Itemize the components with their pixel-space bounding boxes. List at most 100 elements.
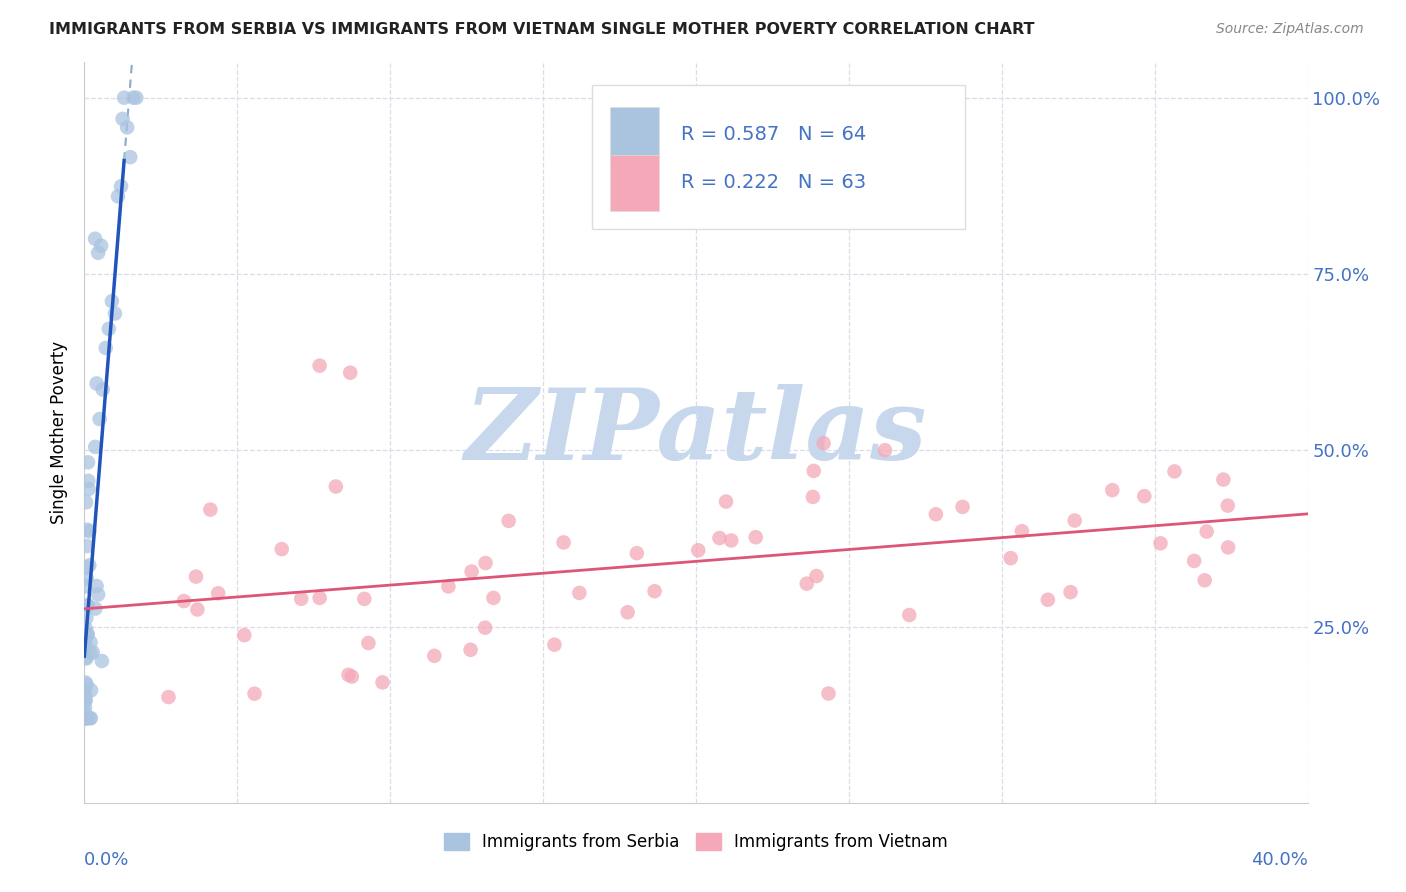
Point	[125, 91, 148, 105]
Point	[626, 546, 648, 560]
Point	[1000, 551, 1022, 566]
Point	[82, 645, 104, 659]
Text: Source: ZipAtlas.com: Source: ZipAtlas.com	[1216, 22, 1364, 37]
Point	[813, 436, 835, 450]
Point	[1036, 592, 1059, 607]
Point	[1216, 499, 1239, 513]
Point	[73, 711, 96, 725]
Point	[186, 602, 208, 616]
Point	[1133, 489, 1156, 503]
Point	[122, 91, 145, 105]
Text: IMMIGRANTS FROM SERBIA VS IMMIGRANTS FROM VIETNAM SINGLE MOTHER POVERTY CORRELAT: IMMIGRANTS FROM SERBIA VS IMMIGRANTS FRO…	[49, 22, 1035, 37]
Point	[86, 376, 108, 391]
Point	[76, 627, 98, 641]
Point	[75, 611, 97, 625]
Point	[94, 341, 117, 355]
Point	[76, 678, 98, 692]
Point	[75, 711, 97, 725]
Point	[1195, 524, 1218, 539]
Point	[111, 112, 134, 126]
Point	[474, 556, 496, 570]
Point	[308, 359, 330, 373]
Point	[1059, 585, 1081, 599]
Point	[115, 120, 138, 135]
Point	[340, 669, 363, 683]
Point	[568, 586, 591, 600]
Point	[243, 687, 266, 701]
Point	[200, 502, 222, 516]
Point	[75, 495, 97, 509]
Point	[75, 579, 97, 593]
Point	[720, 533, 742, 548]
Point	[745, 530, 768, 544]
Point	[1149, 536, 1171, 550]
Point	[803, 464, 825, 478]
Point	[75, 640, 97, 655]
Point	[1182, 554, 1205, 568]
Point	[76, 711, 98, 725]
Point	[817, 686, 839, 700]
Point	[873, 443, 896, 458]
Point	[173, 594, 195, 608]
Point	[75, 690, 97, 704]
Point	[75, 693, 97, 707]
Point	[73, 700, 96, 714]
Point	[79, 711, 101, 725]
Point	[714, 494, 737, 508]
Point	[104, 306, 127, 320]
Point	[89, 412, 111, 426]
Point	[76, 571, 98, 585]
Point	[112, 91, 135, 105]
Text: R = 0.587   N = 64: R = 0.587 N = 64	[682, 125, 866, 145]
Bar	[610, 155, 659, 211]
Point	[76, 651, 98, 665]
Text: 40.0%: 40.0%	[1251, 851, 1308, 869]
Point	[80, 711, 103, 725]
Point	[270, 542, 292, 557]
Point	[75, 625, 97, 640]
Text: ZIPatlas: ZIPatlas	[465, 384, 927, 481]
Point	[233, 628, 256, 642]
Point	[806, 569, 828, 583]
Bar	[610, 107, 659, 162]
Point	[77, 474, 100, 488]
Point	[357, 636, 380, 650]
Y-axis label: Single Mother Poverty: Single Mother Poverty	[51, 341, 69, 524]
Point	[498, 514, 520, 528]
Point	[543, 638, 565, 652]
Point	[644, 584, 666, 599]
Point	[1011, 524, 1033, 538]
Point	[801, 490, 824, 504]
Point	[107, 189, 129, 203]
Point	[709, 531, 731, 545]
Point	[1063, 514, 1085, 528]
Point	[1194, 574, 1216, 588]
Point	[460, 642, 482, 657]
Point	[110, 179, 132, 194]
Point	[474, 621, 496, 635]
Point	[157, 690, 180, 704]
Point	[437, 579, 460, 593]
Point	[75, 675, 97, 690]
Point	[87, 245, 110, 260]
Text: R = 0.222   N = 63: R = 0.222 N = 63	[682, 173, 866, 193]
Point	[371, 675, 394, 690]
Point	[1216, 541, 1239, 555]
Point	[80, 683, 103, 698]
Point	[207, 586, 229, 600]
Point	[308, 591, 330, 605]
Point	[79, 635, 101, 649]
Point	[77, 455, 100, 469]
Point	[1163, 464, 1185, 478]
Point	[87, 587, 110, 601]
Point	[339, 366, 361, 380]
Point	[325, 479, 347, 493]
Point	[77, 558, 100, 573]
Point	[75, 632, 97, 647]
Point	[925, 508, 948, 522]
Point	[898, 607, 921, 622]
Point	[952, 500, 974, 514]
Point	[1101, 483, 1123, 497]
Point	[76, 560, 98, 574]
Point	[76, 599, 98, 613]
